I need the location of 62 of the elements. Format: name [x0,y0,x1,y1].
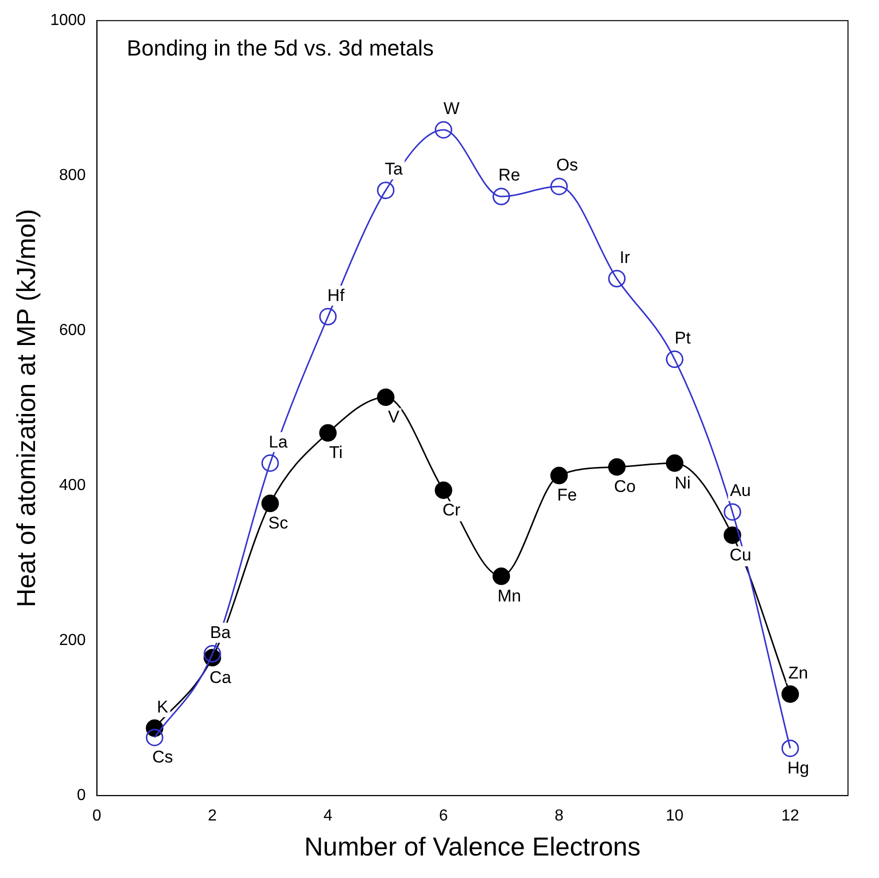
y-tick-label: 0 [76,787,86,804]
annotation: Ca [209,668,232,687]
annotation: Mn [497,586,522,606]
x-axis-title: Number of Valence Electrons [304,832,641,862]
annotation: La [268,432,288,452]
point [608,270,626,288]
annotation: V [388,407,400,426]
annotation: Ir [620,248,630,267]
annotation: Hg [787,758,810,778]
point [204,645,222,663]
y-tick-label: 800 [59,167,86,184]
annotation: Ba [210,622,232,642]
y-tick-label: 1000 [50,12,86,30]
y-axis-title: Heat of atomization at MP (kJ/mol) [10,208,41,608]
point [666,350,684,368]
point [376,388,394,406]
x-tick-label: 2 [208,808,217,825]
point [666,454,684,472]
x-tick-label: 6 [439,808,448,825]
point [261,494,279,512]
point [261,454,279,472]
point [434,482,452,499]
point [319,308,337,326]
annotation: Cr [442,500,461,520]
annotation: Os [556,156,578,175]
annotation: Au [730,481,751,500]
point [492,568,510,586]
annotation: Ti [329,443,343,462]
point [724,503,742,521]
annotation: Re [498,166,520,185]
annotation: Sc [268,514,289,533]
x-tick-label: 4 [323,808,332,825]
annotation: Cs [152,748,173,767]
point [376,182,394,200]
point [492,188,510,206]
y-tick-label: 400 [59,477,86,494]
annotation: Pt [674,328,691,348]
annotation: Ta [384,160,404,179]
point [781,685,799,703]
annotation: Cu [730,545,752,564]
x-tick-label: 0 [92,808,102,825]
point [434,121,452,139]
point [608,458,626,476]
point [550,466,568,484]
point [781,740,799,758]
y-tick-label: 600 [59,322,86,340]
y-tick-label: 200 [59,632,86,650]
x-tick-label: 12 [781,808,800,825]
point [146,728,164,746]
x-tick-label: 8 [554,808,564,825]
annotation: Co [614,477,636,496]
annotation: K [156,697,169,716]
point [550,178,568,196]
annotation: Fe [557,486,577,505]
annotation: W [443,99,460,118]
x-tick-label: 10 [666,808,684,825]
annotation: Zn [788,663,808,682]
point [319,424,337,442]
point [724,526,742,544]
annotation: Ni [674,473,691,492]
text: Bonding in the 5d vs. 3d metals [126,36,434,61]
annotation: Hf [327,286,345,305]
